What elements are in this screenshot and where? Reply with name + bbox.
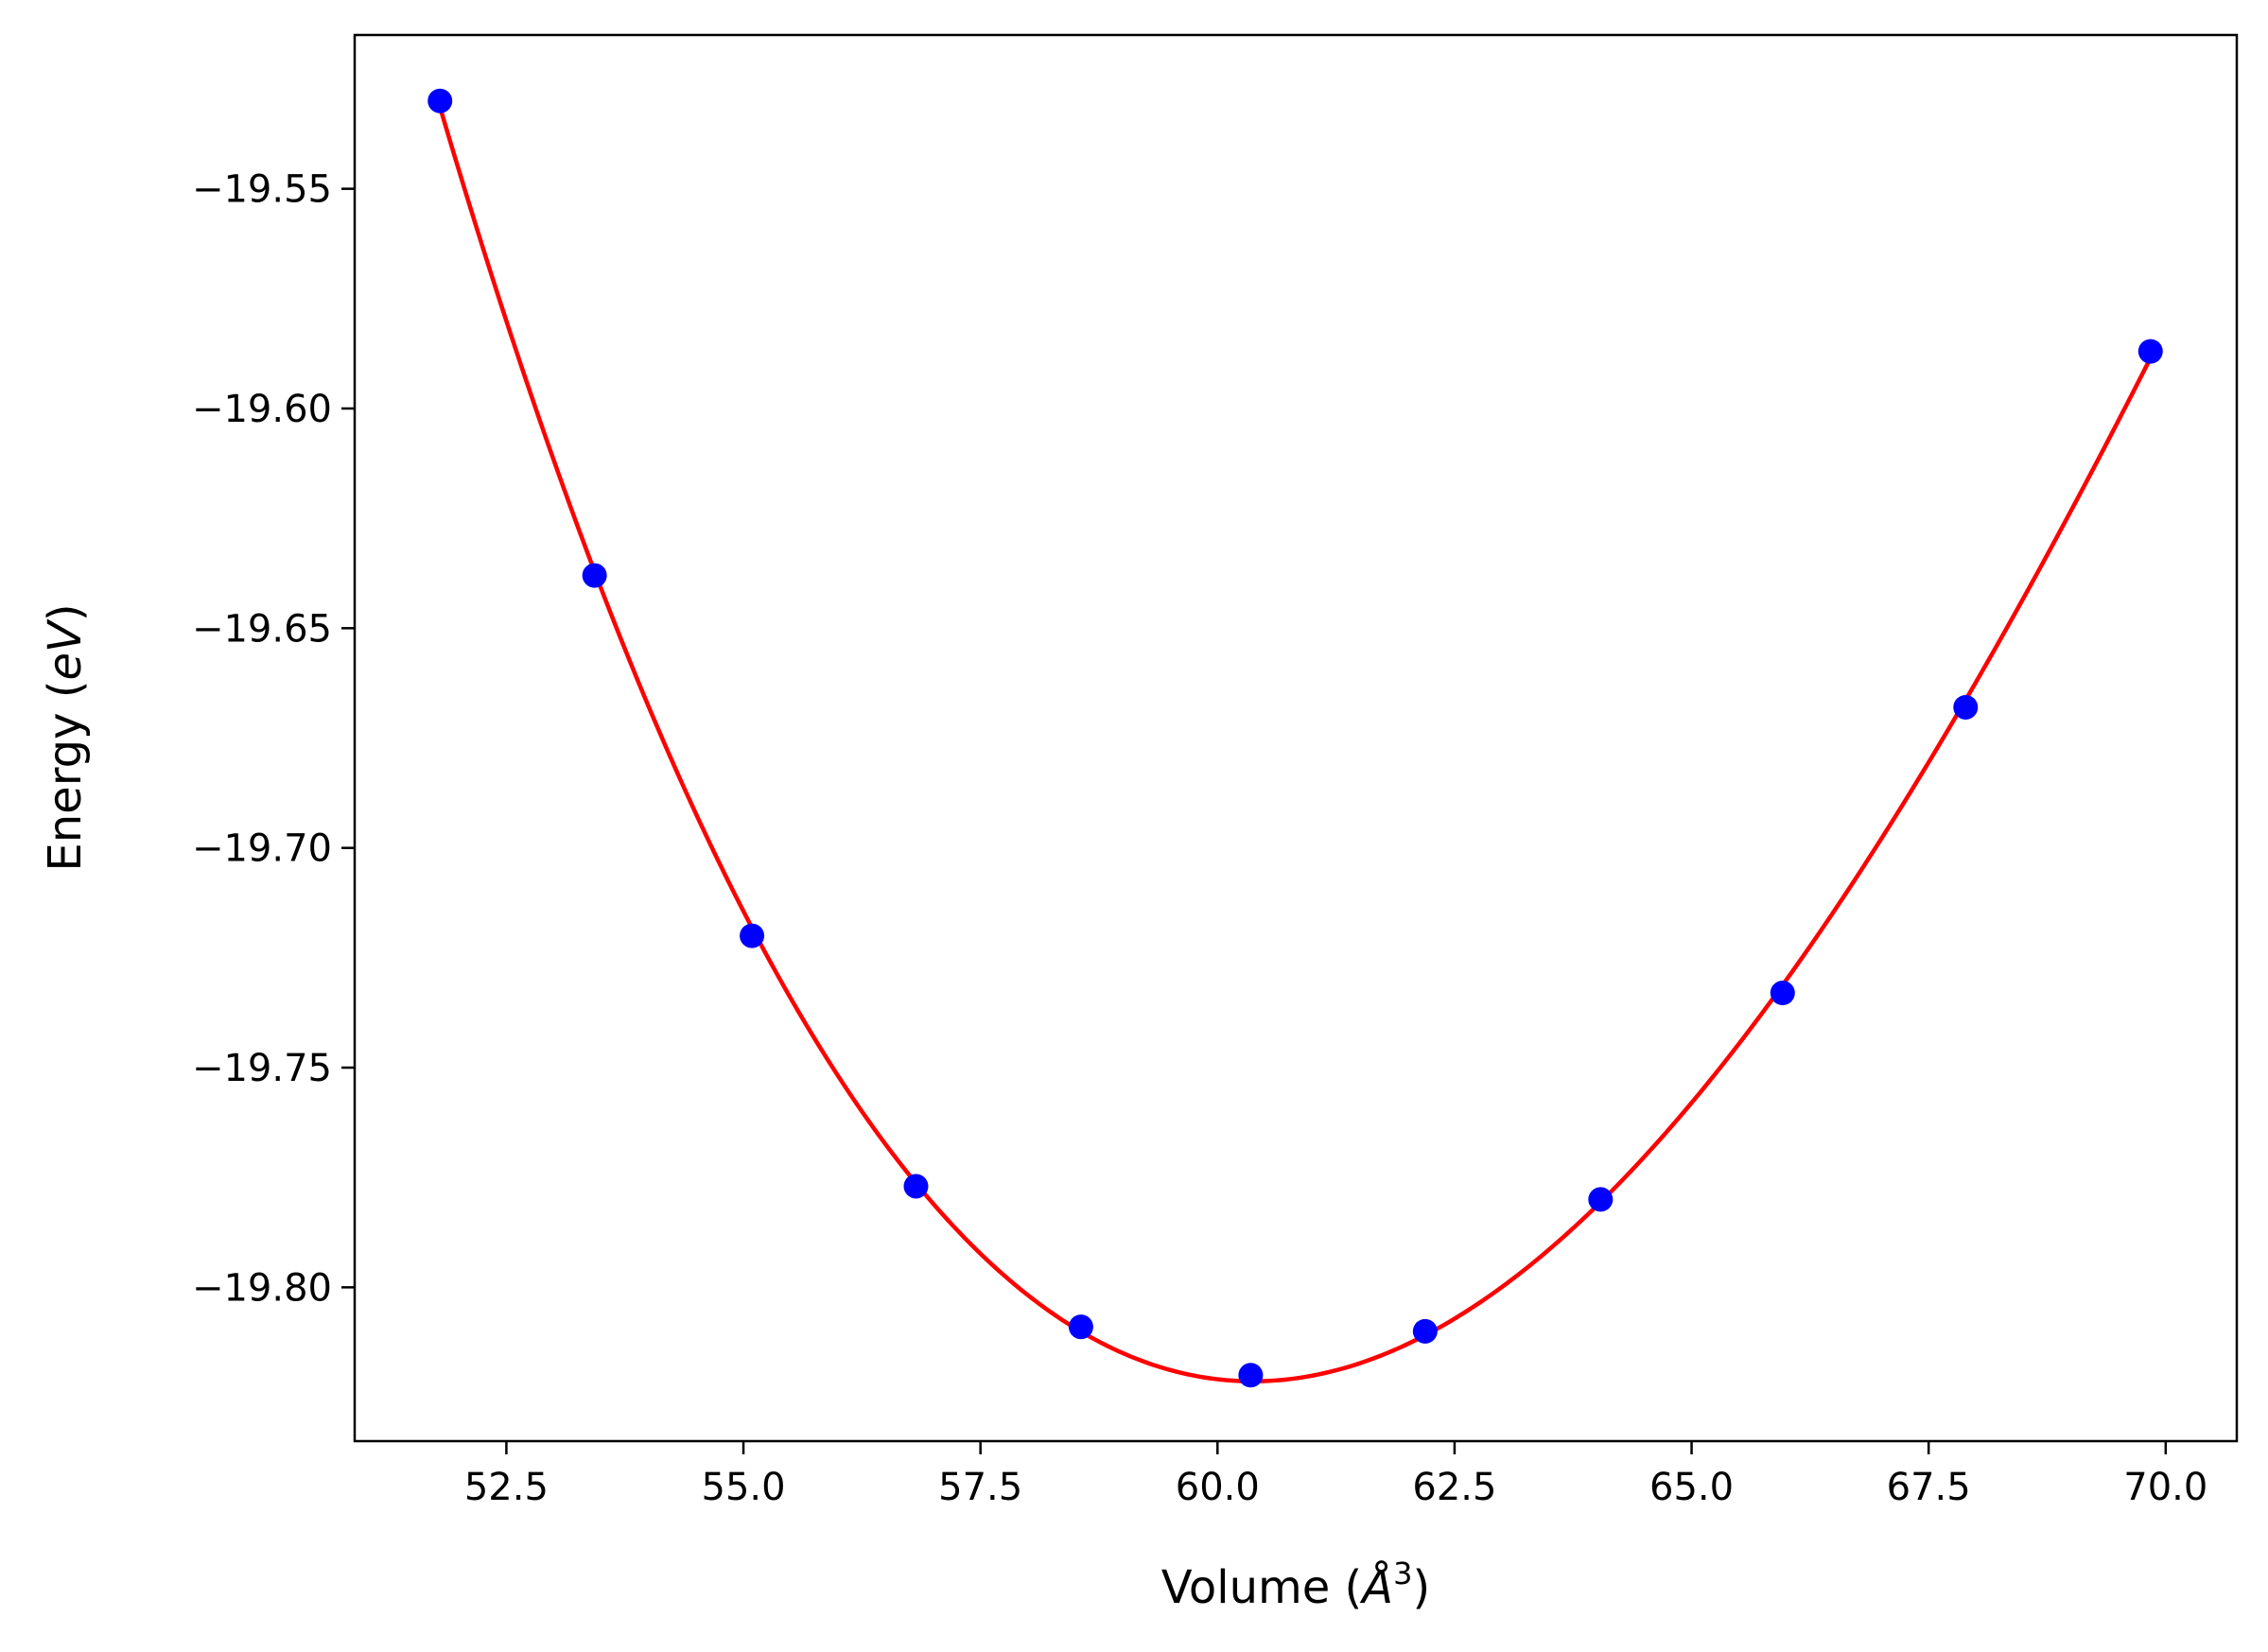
data-point (1588, 1187, 1614, 1212)
axes-frame (353, 33, 2239, 1443)
data-point (1953, 694, 1979, 720)
data-point (1068, 1314, 1093, 1340)
x-tick-label: 52.5 (464, 1466, 549, 1509)
x-tick-label: 62.5 (1412, 1466, 1496, 1509)
x-axis-title: Volume (Å3) (1161, 1556, 1430, 1614)
data-point (1238, 1363, 1264, 1388)
y-tick-label: −19.60 (192, 388, 332, 431)
data-point (582, 563, 607, 588)
data-point (740, 923, 765, 948)
y-tick-label: −19.55 (192, 168, 332, 212)
x-tick-label: 70.0 (2123, 1466, 2207, 1509)
data-point (903, 1174, 929, 1199)
data-point (1770, 981, 1795, 1006)
data-point (427, 88, 453, 113)
y-axis-title: Energy (eV) (39, 603, 92, 871)
plot-area (427, 88, 2163, 1388)
data-point (2137, 339, 2163, 364)
x-tick-label: 67.5 (1887, 1466, 1971, 1509)
y-tick-label: −19.65 (192, 607, 332, 651)
x-tick-label: 65.0 (1649, 1466, 1734, 1509)
fit-curve-line (438, 106, 2153, 1383)
y-tick-label: −19.70 (192, 827, 332, 871)
axis-ticks: 52.5 55.0 57.5 60.0 62.5 65.0 67.5 70.0 −19.55 −1… (192, 168, 2207, 1509)
x-tick-label: 55.0 (702, 1466, 786, 1509)
y-tick-label: −19.80 (192, 1266, 332, 1310)
data-point (1412, 1318, 1438, 1344)
x-tick-label: 60.0 (1176, 1466, 1260, 1509)
x-tick-label: 57.5 (938, 1466, 1022, 1509)
y-tick-label: −19.75 (192, 1047, 332, 1090)
